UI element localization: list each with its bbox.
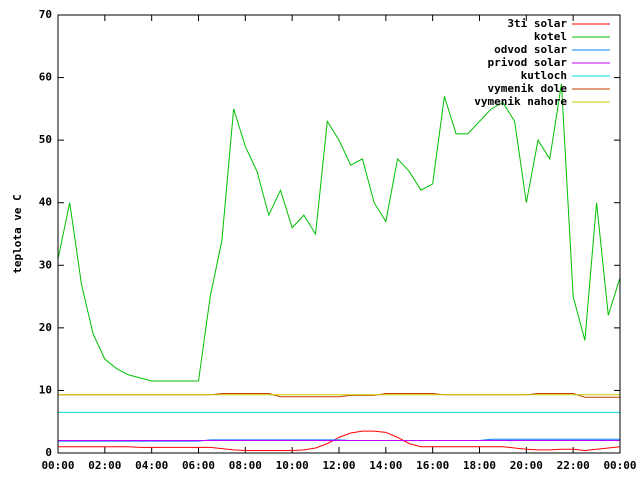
x-tick-label: 08:00 [229, 459, 262, 472]
legend-label: kotel [534, 30, 567, 43]
y-tick-label: 10 [39, 383, 52, 396]
x-tick-label: 12:00 [322, 459, 355, 472]
plot-border [57, 14, 621, 454]
legend-label: odvod solar [494, 43, 567, 56]
x-tick-label: 06:00 [182, 459, 215, 472]
x-tick-label: 00:00 [603, 459, 636, 472]
y-tick-label: 40 [39, 196, 52, 209]
series-line [58, 438, 620, 442]
x-tick-label: 14:00 [369, 459, 402, 472]
legend-label: vymenik dole [488, 82, 568, 95]
series-line [57, 83, 621, 382]
x-tick-label: 22:00 [557, 459, 590, 472]
y-tick-label: 60 [39, 71, 52, 84]
y-tick-label: 0 [45, 446, 52, 459]
legend-label: privod solar [488, 56, 568, 69]
x-tick-label: 16:00 [416, 459, 449, 472]
series-line [58, 430, 621, 452]
x-tick-label: 10:00 [276, 459, 309, 472]
x-tick-label: 18:00 [463, 459, 496, 472]
y-tick-label: 30 [39, 258, 52, 271]
x-tick-label: 20:00 [510, 459, 543, 472]
x-tick-label: 00:00 [41, 459, 74, 472]
legend-label: 3ti solar [507, 17, 567, 30]
y-tick-label: 50 [39, 133, 52, 146]
legend-label: vymenik nahore [474, 95, 567, 108]
x-tick-label: 02:00 [88, 459, 121, 472]
x-tick-label: 04:00 [135, 459, 168, 472]
legend-label: kutloch [521, 69, 567, 82]
y-tick-label: 20 [39, 321, 52, 334]
y-tick-label: 70 [39, 8, 52, 21]
y-axis-label: teplota ve C [11, 194, 24, 273]
